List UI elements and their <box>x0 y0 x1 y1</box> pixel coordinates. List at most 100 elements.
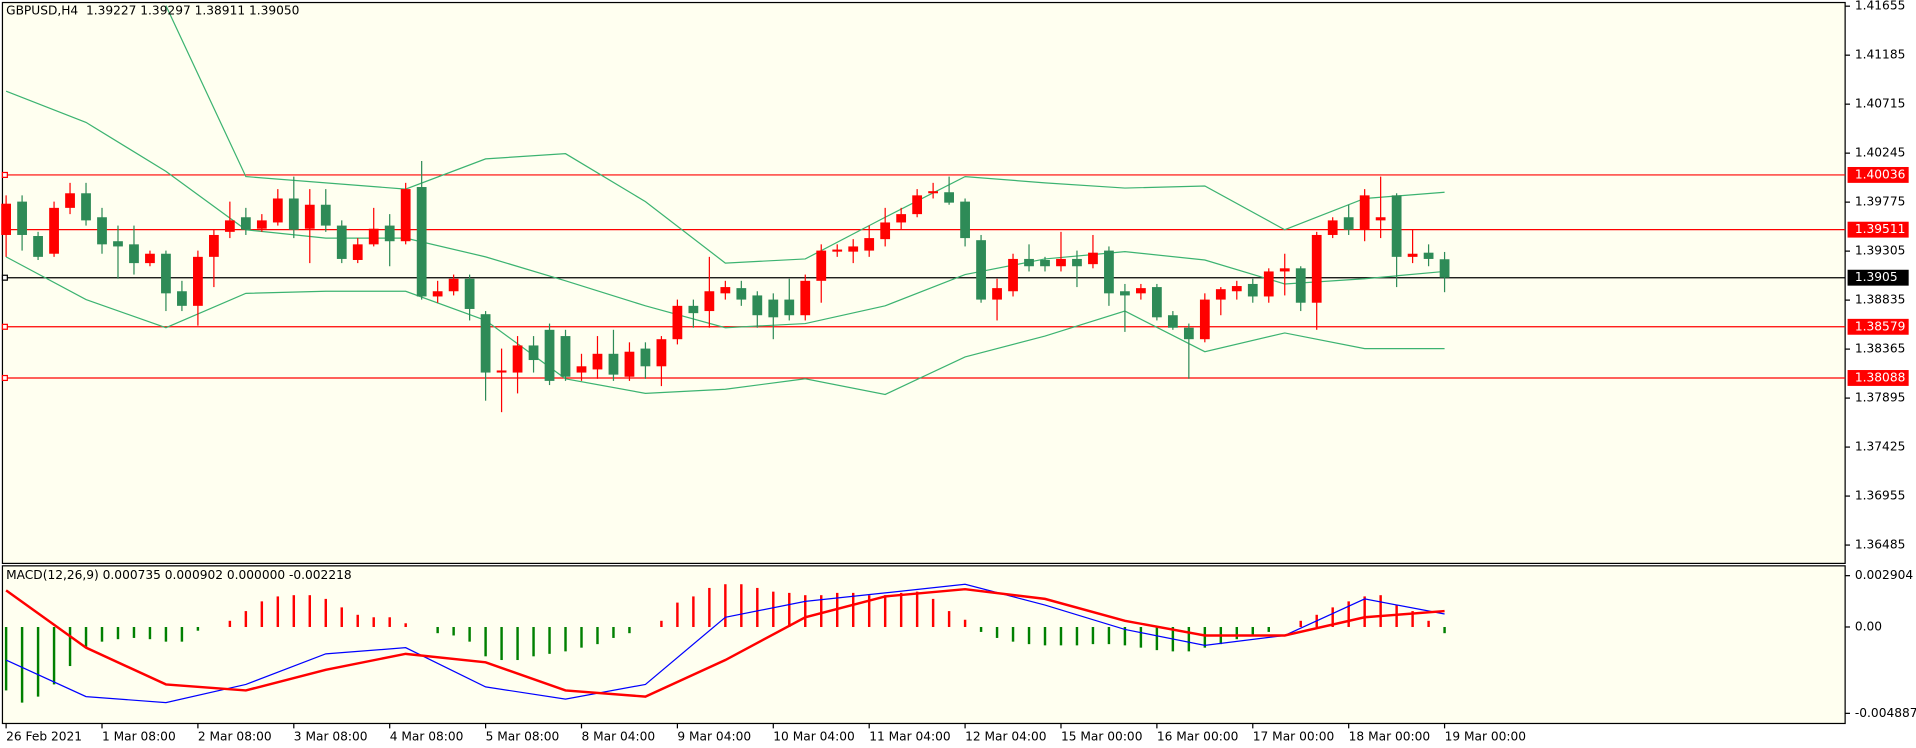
candle-body <box>65 193 75 208</box>
candle-body <box>304 204 315 229</box>
x-tick-label: 18 Mar 00:00 <box>1349 729 1430 743</box>
candle-body <box>1056 258 1066 267</box>
candle-body <box>1183 327 1194 340</box>
candle-body <box>1215 289 1226 300</box>
candle-body <box>129 244 139 264</box>
candle-body <box>992 288 1002 300</box>
y-tick-label: 1.41655 <box>1855 0 1905 13</box>
candle-body <box>464 278 475 309</box>
candle-body <box>880 222 891 240</box>
level-marker <box>1 171 8 178</box>
candle-body <box>224 220 235 232</box>
candle-body <box>1423 252 1434 259</box>
indicator-line <box>5 583 1445 704</box>
candle-body <box>1231 286 1242 292</box>
indicator-line <box>5 256 1445 396</box>
y-tick-label: 1.36485 <box>1855 538 1905 552</box>
candle-body <box>736 288 747 300</box>
y-tick-label: 1.40715 <box>1855 97 1905 111</box>
candle-body <box>1343 217 1354 230</box>
candle-body <box>768 299 779 318</box>
candle-body <box>576 366 587 373</box>
candle-body <box>544 329 555 381</box>
candle-body <box>1375 217 1386 221</box>
candle-body <box>1263 271 1274 297</box>
candle-body <box>288 198 299 230</box>
y-tick-label: 1.39775 <box>1855 195 1905 209</box>
candle-body <box>256 220 267 229</box>
x-tick-label: 17 Mar 00:00 <box>1253 729 1334 743</box>
y-tick-label: 1.39305 <box>1855 244 1905 258</box>
candle-body <box>17 201 27 235</box>
y-tick-label: 0.002904 <box>1855 568 1913 582</box>
level-label: 1.40036 <box>1855 167 1905 181</box>
y-tick-label: 1.41185 <box>1855 48 1905 62</box>
candle-body <box>97 217 107 245</box>
candle-body <box>800 280 811 316</box>
x-tick-label: 10 Mar 04:00 <box>773 729 854 743</box>
candle-body <box>624 351 635 377</box>
candle-body <box>1136 288 1146 294</box>
level-box <box>1847 370 1909 386</box>
x-tick-label: 19 Mar 00:00 <box>1445 729 1526 743</box>
candle-body <box>832 249 843 252</box>
candle-body <box>1311 234 1322 303</box>
candle-body <box>113 241 123 247</box>
candle-body <box>1327 220 1338 235</box>
candle-body <box>592 353 603 370</box>
candle-body <box>177 291 187 306</box>
x-tick-label: 5 Mar 08:00 <box>486 729 560 743</box>
candle-body <box>896 214 907 223</box>
candle-body <box>688 305 699 314</box>
candle-body <box>1024 258 1034 267</box>
candle-body <box>912 195 923 215</box>
x-tick-label: 4 Mar 08:00 <box>390 729 464 743</box>
level-box <box>1847 221 1909 238</box>
x-tick-label: 12 Mar 04:00 <box>965 729 1046 743</box>
candle-body <box>752 295 763 316</box>
candle-body <box>384 225 395 242</box>
level-label: 1.39511 <box>1855 222 1905 236</box>
candle-body <box>816 250 827 281</box>
x-tick-label: 1 Mar 08:00 <box>102 729 176 743</box>
x-tick-label: 3 Mar 08:00 <box>294 729 368 743</box>
candle-body <box>352 244 363 260</box>
candle-body <box>672 305 683 340</box>
candle-body <box>608 353 619 375</box>
candle-body <box>81 193 91 221</box>
level-label: 1.38088 <box>1855 370 1905 384</box>
y-tick-label: 1.37425 <box>1855 440 1905 454</box>
candle-body <box>161 253 171 294</box>
candle-body <box>1295 268 1306 303</box>
y-tick-label: 1.38365 <box>1855 342 1905 356</box>
level-box <box>1847 318 1909 335</box>
candle-body <box>1088 252 1098 265</box>
candle-body <box>432 291 443 297</box>
candle-body <box>320 204 331 226</box>
candle-body <box>656 339 667 367</box>
indicator-line <box>165 5 1445 264</box>
candle-body <box>1199 299 1210 340</box>
y-tick-label: 1.38835 <box>1855 293 1905 307</box>
candle-body <box>1 203 11 235</box>
candle-body <box>1439 259 1450 278</box>
candle-body <box>512 345 523 373</box>
candle-body <box>145 253 155 264</box>
candle-body <box>720 287 731 294</box>
candle-body <box>1008 258 1018 292</box>
macd-title: MACD(12,26,9) 0.000735 0.000902 0.000000… <box>6 568 352 582</box>
indicator-line <box>5 587 1445 698</box>
candle-body <box>784 299 795 316</box>
y-tick-label: 0.00 <box>1855 619 1882 633</box>
y-tick-label: 1.36955 <box>1855 489 1905 503</box>
candle-body <box>640 348 651 367</box>
candle-body <box>1151 287 1162 318</box>
candle-body <box>209 234 219 257</box>
candle-body <box>1120 291 1130 296</box>
level-box <box>1847 166 1909 183</box>
candle-body <box>560 336 571 377</box>
macd-panel <box>1 565 1846 725</box>
candle-body <box>1359 195 1370 230</box>
